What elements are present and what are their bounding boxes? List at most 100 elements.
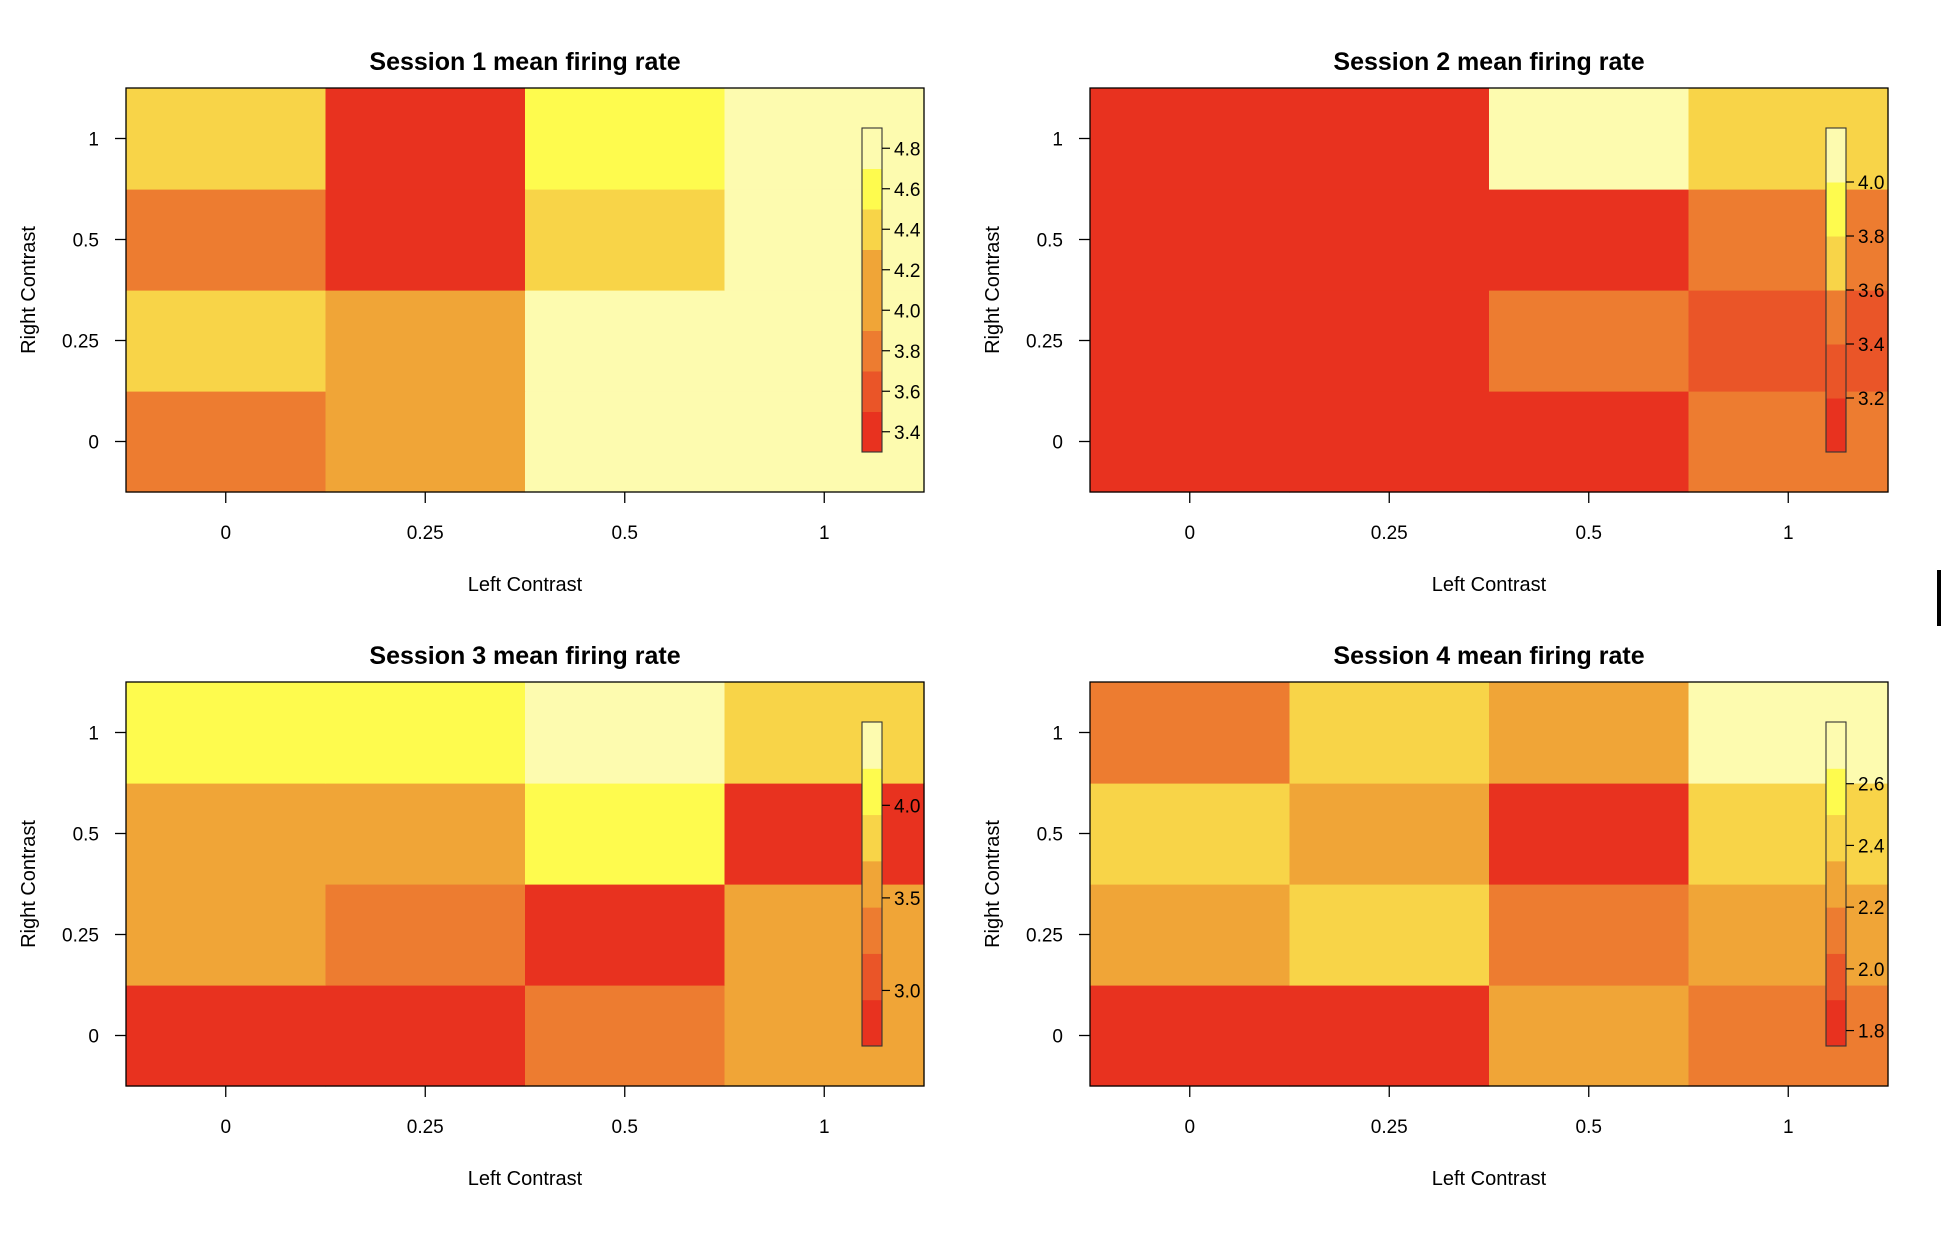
- heatmap-cell: [1489, 189, 1690, 291]
- legend-swatch: [1826, 398, 1846, 453]
- x-tick-label: 1: [819, 1117, 830, 1138]
- y-tick-label: 0.5: [1037, 825, 1063, 846]
- x-axis-label: Left Contrast: [468, 574, 583, 596]
- x-tick-label: 0.25: [407, 523, 444, 544]
- legend-tick-label: 3.2: [1858, 389, 1884, 410]
- legend-tick-label: 3.4: [894, 423, 921, 444]
- legend-swatch: [862, 411, 882, 453]
- x-axis-label: Left Contrast: [1432, 574, 1547, 596]
- legend-swatch: [1826, 953, 1846, 1001]
- y-tick-label: 0.5: [1037, 231, 1063, 252]
- legend-tick-label: 2.2: [1858, 898, 1884, 919]
- legend-tick-label: 4.0: [894, 796, 920, 817]
- heatmap-cell: [1688, 189, 1889, 291]
- y-axis-label: Right Contrast: [18, 226, 40, 354]
- x-tick-label: 0.25: [407, 1117, 444, 1138]
- heatmap-cell: [1090, 88, 1291, 190]
- legend-swatch: [862, 209, 882, 250]
- panel-3: 0 0.25 0.5 1 0 0.25 0.5 1 Session 3 mean firing …: [18, 642, 925, 1190]
- heatmap-cell: [1489, 985, 1690, 1087]
- plot-frame: [125, 87, 925, 493]
- heatmap-cell: [1289, 189, 1490, 291]
- legend-tick-label: 4.0: [1858, 173, 1884, 194]
- heatmap-cell: [1489, 88, 1690, 190]
- heatmap-cell: [325, 189, 526, 291]
- legend-swatch: [862, 330, 882, 372]
- heatmap-cell: [1688, 88, 1889, 190]
- legend-swatch: [1826, 814, 1846, 862]
- x-tick-label: 1: [1783, 523, 1794, 544]
- heatmap-cell: [1289, 985, 1490, 1087]
- panel-2: 0 0.25 0.5 1 0 0.25 0.5 1 Session 2 mean firing …: [982, 48, 1889, 596]
- x-tick-label: 0.25: [1371, 523, 1408, 544]
- legend-colorbar: 3.0 3.5 4.0: [861, 721, 920, 1047]
- legend-tick-label: 2.4: [1858, 836, 1885, 857]
- heatmap-cell: [724, 290, 925, 392]
- x-tick-label: 0: [220, 523, 231, 544]
- heatmap-cell: [325, 290, 526, 392]
- x-tick-label: 0.5: [1576, 523, 1602, 544]
- heatmap-cell: [724, 189, 925, 291]
- heatmap-cell: [1289, 682, 1490, 784]
- legend-tick-label: 3.6: [894, 382, 920, 403]
- heatmap-cell: [1489, 783, 1690, 885]
- y-tick-label: 1: [88, 130, 99, 151]
- x-tick-label: 0.25: [1371, 1117, 1408, 1138]
- plot-frame: [1089, 87, 1889, 493]
- x-axis-label: Left Contrast: [1432, 1168, 1547, 1190]
- heatmap-cell: [126, 88, 327, 190]
- legend-swatch: [1826, 768, 1846, 816]
- heatmap-cell: [1090, 783, 1291, 885]
- legend-colorbar: 3.2 3.4 3.6 3.8 4.0: [1825, 127, 1885, 453]
- heatmap-cell: [1289, 783, 1490, 885]
- x-tick-label: 0: [1184, 1117, 1195, 1138]
- y-tick-label: 0.25: [1026, 332, 1063, 353]
- heatmap-cell: [1688, 783, 1889, 885]
- legend-tick-label: 3.8: [894, 342, 920, 363]
- heatmap-cell: [126, 682, 327, 784]
- legend-tick-label: 4.0: [894, 301, 920, 322]
- legend-tick-label: 4.4: [894, 220, 921, 241]
- legend-swatch: [862, 249, 882, 291]
- chart-title: Session 2 mean firing rate: [1333, 48, 1644, 76]
- heatmap-cell: [525, 189, 726, 291]
- x-tick-label: 1: [819, 523, 830, 544]
- heatmap-cell: [1688, 985, 1889, 1087]
- legend-swatch: [862, 814, 882, 862]
- legend-swatch: [1826, 722, 1846, 769]
- heatmap-cell: [525, 783, 726, 885]
- x-tick-label: 1: [1783, 1117, 1794, 1138]
- heatmap-cell: [126, 884, 327, 986]
- heatmap-cell: [126, 391, 327, 493]
- legend-swatch: [862, 953, 882, 1001]
- heatmap-cell: [1289, 88, 1490, 190]
- heatmap-cell: [325, 88, 526, 190]
- heatmap-cell: [325, 391, 526, 493]
- legend-swatch: [862, 722, 882, 769]
- heatmap-cell: [1090, 884, 1291, 986]
- legend-tick-label: 4.2: [894, 261, 920, 282]
- legend-swatch: [862, 371, 882, 412]
- legend-tick-label: 2.6: [1858, 775, 1884, 796]
- y-tick-label: 0: [1052, 433, 1063, 454]
- legend-tick-label: 4.8: [894, 139, 920, 160]
- legend-swatch: [1826, 907, 1846, 954]
- legend-swatch: [862, 768, 882, 816]
- heatmap-cell: [1090, 189, 1291, 291]
- y-tick-label: 1: [88, 724, 99, 745]
- y-axis-label: Right Contrast: [18, 820, 40, 948]
- x-tick-label: 0.5: [612, 523, 638, 544]
- legend-swatch: [862, 128, 882, 169]
- legend-frame: [1825, 721, 1847, 1047]
- legend-tick-label: 3.6: [1858, 281, 1884, 302]
- chart-title: Session 1 mean firing rate: [369, 48, 680, 76]
- heatmap-cell: [325, 884, 526, 986]
- heatmap-cell: [126, 985, 327, 1087]
- heatmap-cell: [724, 391, 925, 493]
- chart-title: Session 3 mean firing rate: [369, 642, 680, 670]
- legend-colorbar: 1.8 2.0 2.2 2.4 2.6: [1825, 721, 1885, 1047]
- heatmap-cell: [126, 290, 327, 392]
- legend-tick-label: 3.8: [1858, 227, 1884, 248]
- heatmap-cell: [1289, 290, 1490, 392]
